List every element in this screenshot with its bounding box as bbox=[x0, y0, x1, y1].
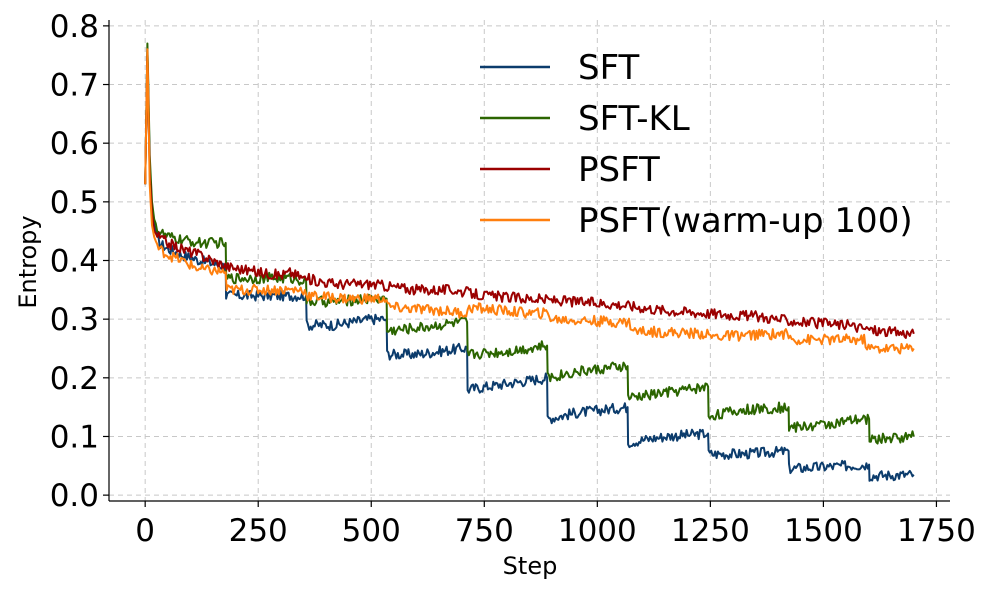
x-axis-title: Step bbox=[503, 552, 558, 580]
x-tick-label: 1000 bbox=[558, 513, 637, 549]
y-tick-label: 0.7 bbox=[50, 68, 99, 104]
x-tick-label: 500 bbox=[342, 513, 401, 549]
series-line-0 bbox=[144, 48, 915, 482]
legend: SFT SFT-KL PSFT PSFT(warm-up 100) bbox=[480, 48, 913, 241]
legend-label: PSFT bbox=[578, 150, 660, 190]
x-tick-label: 1500 bbox=[784, 513, 863, 549]
legend-label: SFT-KL bbox=[578, 99, 690, 139]
y-tick-label: 0.0 bbox=[50, 478, 99, 514]
series-line-3 bbox=[144, 48, 915, 355]
y-tick-label: 0.2 bbox=[50, 361, 99, 397]
series-lines bbox=[144, 42, 915, 482]
y-tick-label: 0.5 bbox=[50, 185, 99, 221]
y-tick-label: 0.1 bbox=[50, 419, 99, 455]
y-tick-label: 0.6 bbox=[50, 126, 99, 162]
legend-label: PSFT(warm-up 100) bbox=[578, 201, 913, 241]
x-tick-label: 250 bbox=[229, 513, 288, 549]
series-line-2 bbox=[144, 54, 915, 339]
ticks: 0 250 500 750 1000 1250 1500 1750 0.0 0.1 0.2 0.3 0.… bbox=[50, 9, 976, 549]
x-tick-label: 750 bbox=[455, 513, 514, 549]
y-tick-label: 0.4 bbox=[50, 244, 99, 280]
x-tick-label: 1250 bbox=[671, 513, 750, 549]
series-line-1 bbox=[144, 42, 915, 445]
y-axis-title: Entropy bbox=[14, 215, 42, 308]
grid bbox=[109, 20, 950, 501]
x-tick-label: 1750 bbox=[897, 513, 976, 549]
y-tick-label: 0.3 bbox=[50, 302, 99, 338]
legend-label: SFT bbox=[578, 48, 640, 88]
y-tick-label: 0.8 bbox=[50, 9, 99, 45]
x-tick-label: 0 bbox=[135, 513, 155, 549]
